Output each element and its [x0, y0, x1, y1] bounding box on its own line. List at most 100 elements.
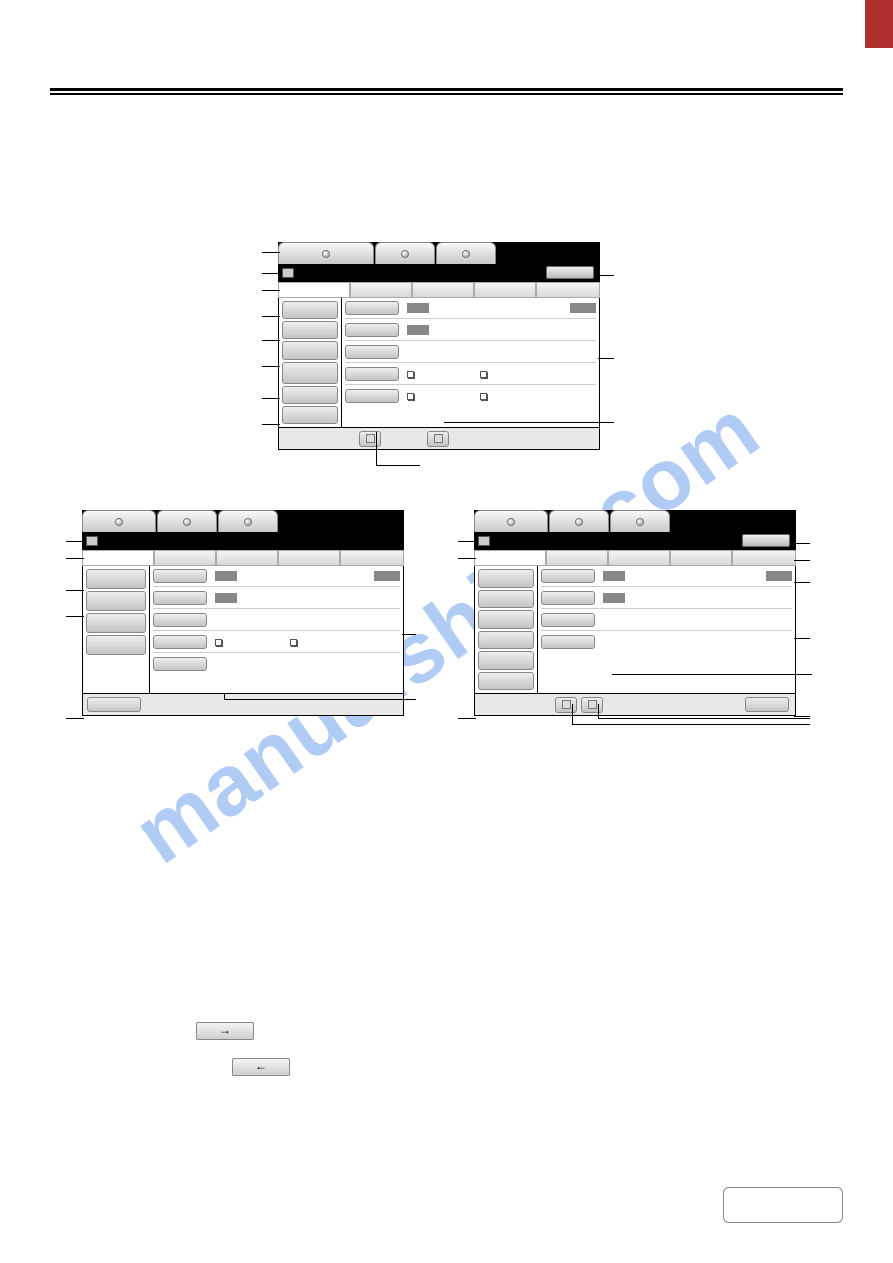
- foot-btn-2[interactable]: [581, 697, 603, 713]
- foot-btn-1[interactable]: [359, 431, 381, 447]
- side-btn-6[interactable]: [478, 672, 534, 691]
- tab-1[interactable]: [278, 242, 374, 264]
- option-pill[interactable]: [345, 389, 399, 403]
- option-pill[interactable]: [541, 613, 595, 627]
- toolbar-cell-1[interactable]: [474, 550, 546, 566]
- side-btn-1[interactable]: [86, 569, 146, 589]
- side-column: [475, 566, 537, 693]
- tab-knob-icon: [636, 518, 644, 526]
- option-pill[interactable]: [345, 301, 399, 315]
- leader: [458, 718, 476, 719]
- option-pill[interactable]: [153, 613, 207, 627]
- side-btn-2[interactable]: [478, 590, 534, 609]
- text-block: ←: [232, 1058, 290, 1076]
- side-btn-2[interactable]: [86, 591, 146, 611]
- side-btn-1[interactable]: [478, 569, 534, 588]
- value-chip: [407, 303, 429, 313]
- next-arrow-button[interactable]: →: [196, 1022, 254, 1040]
- toolbar-cell-5[interactable]: [536, 282, 600, 298]
- leader: [262, 366, 280, 367]
- option-pill[interactable]: [153, 591, 207, 605]
- toolbar: [474, 550, 796, 566]
- toolbar-cell-5[interactable]: [340, 550, 404, 566]
- paper-icon: [480, 371, 487, 378]
- leader: [262, 290, 280, 291]
- toolbar-cell-4[interactable]: [278, 550, 340, 566]
- option-pill[interactable]: [541, 591, 595, 605]
- tabbar: [278, 242, 600, 264]
- option-pill[interactable]: [541, 635, 595, 649]
- toolbar-cell-1[interactable]: [82, 550, 154, 566]
- tab-knob-icon: [183, 518, 191, 526]
- leader: [794, 560, 810, 561]
- paper-icon: [407, 393, 414, 400]
- footer: [82, 694, 404, 716]
- side-btn-5[interactable]: [478, 651, 534, 670]
- toolbar-cell-2[interactable]: [350, 282, 412, 298]
- toolbar-cell-1[interactable]: [278, 282, 350, 298]
- tabbar: [474, 510, 796, 532]
- contents-button[interactable]: [723, 1187, 843, 1223]
- toolbar: [278, 282, 600, 298]
- tab-2[interactable]: [375, 242, 435, 264]
- toolbar-cell-2[interactable]: [546, 550, 608, 566]
- tab-1[interactable]: [82, 510, 156, 532]
- tab-1[interactable]: [474, 510, 548, 532]
- foot-btn[interactable]: [87, 697, 141, 712]
- side-btn-3[interactable]: [282, 341, 338, 359]
- leader: [66, 590, 84, 591]
- toolbar-cell-5[interactable]: [732, 550, 796, 566]
- value-chip: [374, 571, 400, 581]
- side-btn-4[interactable]: [282, 362, 338, 384]
- toolbar-cell-4[interactable]: [670, 550, 732, 566]
- foot-icon: [366, 434, 375, 443]
- option-pill[interactable]: [541, 569, 595, 583]
- tab-3[interactable]: [218, 510, 278, 532]
- status-pill[interactable]: [742, 534, 790, 547]
- foot-btn-2[interactable]: [427, 431, 449, 447]
- option-pill[interactable]: [153, 569, 207, 583]
- tab-knob-icon: [401, 250, 409, 258]
- leader: [262, 252, 280, 253]
- leader: [794, 582, 810, 583]
- side-btn-4[interactable]: [86, 635, 146, 655]
- tab-knob-icon: [322, 250, 330, 258]
- toolbar-cell-4[interactable]: [474, 282, 536, 298]
- option-pill[interactable]: [345, 367, 399, 381]
- foot-btn-1[interactable]: [555, 697, 577, 713]
- body: [82, 566, 404, 694]
- side-btn-5[interactable]: [282, 386, 338, 404]
- tab-2[interactable]: [157, 510, 217, 532]
- value-chip: [215, 571, 237, 581]
- toolbar-cell-3[interactable]: [608, 550, 670, 566]
- tab-3[interactable]: [610, 510, 670, 532]
- status-pill[interactable]: [546, 266, 594, 279]
- side-btn-1[interactable]: [282, 301, 338, 319]
- toolbar-cell-3[interactable]: [216, 550, 278, 566]
- mode-icon: [282, 268, 294, 278]
- tab-2[interactable]: [549, 510, 609, 532]
- row-5: [345, 389, 596, 406]
- row-4: [345, 367, 596, 385]
- leader: [794, 638, 810, 639]
- side-btn-2[interactable]: [282, 321, 338, 339]
- prev-arrow-button[interactable]: ←: [232, 1058, 290, 1076]
- toolbar-cell-2[interactable]: [154, 550, 216, 566]
- tab-3[interactable]: [436, 242, 496, 264]
- option-pill[interactable]: [153, 635, 207, 649]
- side-btn-3[interactable]: [86, 613, 146, 633]
- side-btn-3[interactable]: [478, 610, 534, 629]
- option-pill[interactable]: [153, 657, 207, 671]
- foot-right-btn[interactable]: [745, 697, 789, 712]
- leader: [66, 718, 84, 719]
- side-btn-4[interactable]: [478, 631, 534, 650]
- row-3: [153, 613, 400, 631]
- foot-icon: [562, 700, 571, 709]
- toolbar-cell-3[interactable]: [412, 282, 474, 298]
- option-pill[interactable]: [345, 323, 399, 337]
- paper-icon: [290, 639, 297, 646]
- side-btn-6[interactable]: [282, 406, 338, 424]
- option-pill[interactable]: [345, 345, 399, 359]
- leader: [262, 273, 280, 274]
- leader: [598, 275, 614, 276]
